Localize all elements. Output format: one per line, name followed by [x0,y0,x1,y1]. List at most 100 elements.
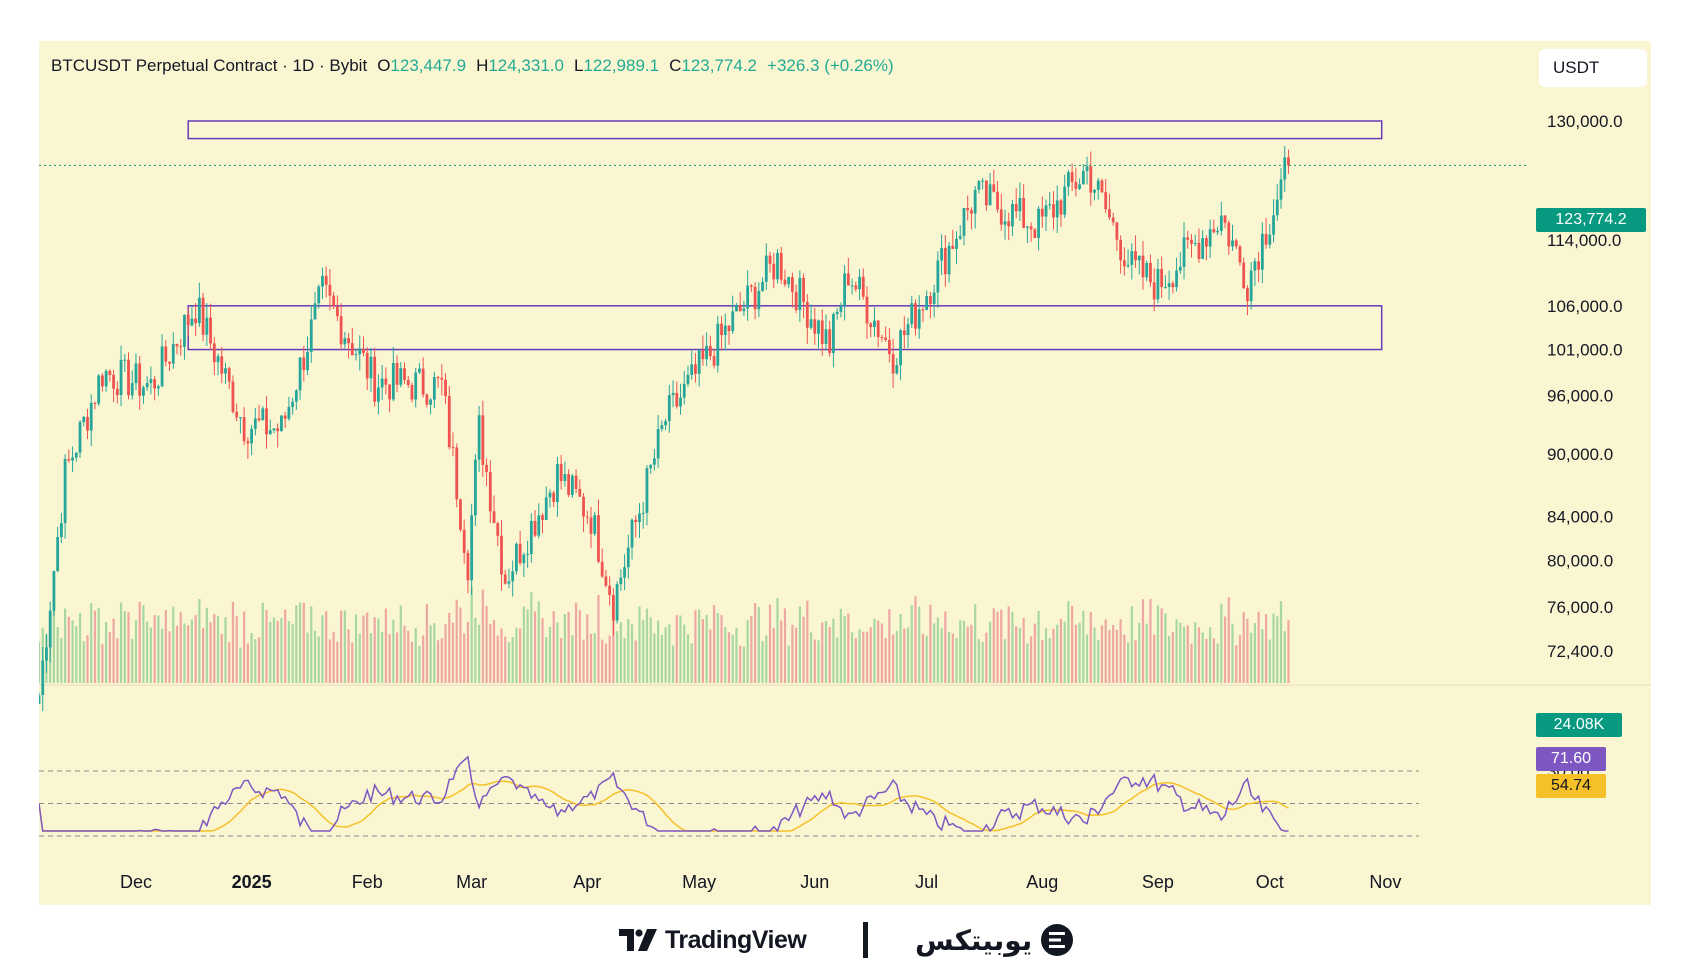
volume-bar [254,639,257,683]
volume-bar [127,612,130,683]
price-chart[interactable]: 130,000.0 114,000.0 106,000.0 101,000.0 96,0… [39,41,1651,905]
time-axis-label: Oct [1256,872,1284,892]
volume-bar [526,609,529,683]
candle-body [205,317,209,335]
volume-bar [187,625,190,683]
volume-bar [71,620,74,683]
candle-body [1100,180,1104,193]
candle-body [168,361,171,364]
candle-body [638,513,641,523]
candle-body [1052,204,1055,218]
volume-bar [463,633,466,683]
volume-bar [1261,629,1264,683]
candle-body [1014,203,1018,212]
candle-body [1249,270,1253,302]
volume-bar [593,633,596,683]
candle-body [552,492,556,502]
footer: TradingView یوبیتکس [0,905,1688,976]
tradingview-logo[interactable]: TradingView [619,925,807,955]
volume-bar [1156,605,1160,683]
volume-bar [459,607,462,683]
chart-panel[interactable]: 130,000.0 114,000.0 106,000.0 101,000.0 96,0… [39,41,1651,905]
currency-button[interactable]: USDT [1539,49,1647,87]
candle-body [832,314,835,354]
candle-body [984,180,988,206]
candle-body [1193,242,1197,244]
volume-bar [485,605,488,683]
volume-bar [239,647,242,683]
candle-body [1104,192,1108,210]
volume-bar [802,616,805,683]
candle-body [1081,170,1085,185]
candle-body [1156,269,1160,300]
candle-body [339,316,343,345]
candle-body [970,210,973,214]
change-value: +326.3 (+0.26%) [767,56,894,75]
candle-body [1063,186,1067,215]
candle-body [880,337,884,339]
candle-body [869,323,873,327]
candle-body [406,380,410,386]
candle-body [608,585,612,596]
volume-bar [806,600,809,683]
candle-body [649,464,653,469]
candle-body [861,276,865,297]
candle-body [1078,184,1081,189]
candle-body [432,377,436,400]
candle-body [414,372,418,400]
candle-body [835,311,839,315]
candle-body [518,543,522,564]
candle-body [377,387,380,402]
volume-bar [809,632,813,683]
candle-body [1234,240,1238,247]
candle-body [261,408,265,421]
volume-bar [444,624,447,683]
volume-bar [298,602,302,683]
volume-bar [1231,623,1234,683]
candle-body [615,584,619,621]
volume-bar [1134,639,1137,683]
candle-body [895,365,899,374]
candle-body [865,296,869,324]
volume-bar [1126,642,1130,683]
volume-bar [78,612,82,683]
candle-body [369,356,373,379]
volume-bar [1048,638,1051,683]
ubitex-logo[interactable]: یوبیتکس [915,923,1074,957]
candle-body [171,344,175,364]
volume-bar [798,606,801,683]
candle-body [921,309,925,311]
candle-body [488,471,492,512]
volume-bar [735,627,738,683]
candle-body [686,374,690,384]
volume-bar [354,614,358,683]
candle-body [391,363,395,400]
candle-body [891,354,895,374]
volume-bar [213,613,216,683]
volume-bar [1242,612,1245,683]
candle-body [645,468,649,513]
candle-body [48,610,52,648]
candle-body [71,457,74,461]
candle-body [227,368,231,382]
volume-bar [101,643,104,683]
volume-bar [981,642,984,683]
volume-bar [64,608,67,683]
candle-body [253,418,257,429]
candle-body [324,275,328,285]
candle-body [115,388,119,396]
volume-bar [295,605,298,683]
price-axis-label: 101,000.0 [1547,341,1623,360]
volume-bar [1276,616,1279,683]
candle-body [679,397,682,407]
volume-bar [862,631,865,683]
volume-bar [552,611,555,683]
volume-bar [190,619,194,683]
volume-bar [202,628,205,683]
candle-body [604,576,608,586]
candle-body [74,452,78,458]
volume-bar [530,592,533,683]
volume-bar [1112,625,1115,683]
candle-body [93,402,97,404]
symbol-title[interactable]: BTCUSDT Perpetual Contract · 1D · Bybit [51,56,368,75]
